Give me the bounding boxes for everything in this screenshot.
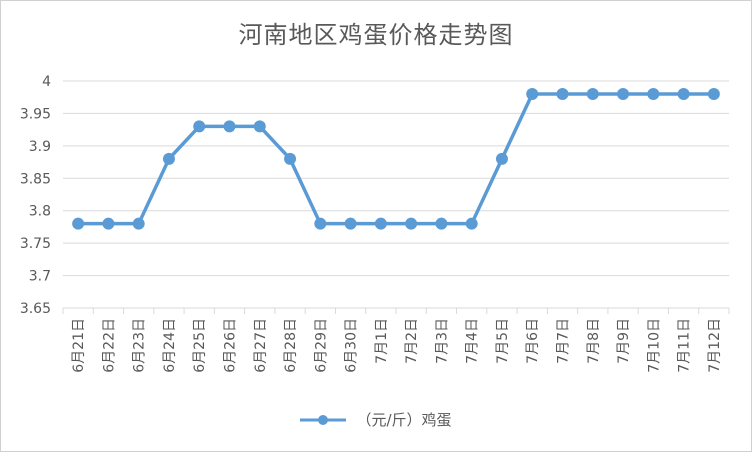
x-tick-label: 7月8日 bbox=[586, 318, 602, 364]
legend-label: （元/斤）鸡蛋 bbox=[356, 411, 452, 429]
data-point bbox=[617, 87, 630, 100]
x-tick-label: 7月1日 bbox=[374, 318, 390, 364]
data-point bbox=[193, 120, 206, 133]
data-point bbox=[72, 217, 85, 230]
data-point bbox=[556, 87, 569, 100]
y-tick-label: 3.9 bbox=[29, 139, 51, 155]
data-point bbox=[132, 217, 145, 230]
x-tick-label: 7月3日 bbox=[434, 318, 450, 364]
x-tick-label: 6月21日 bbox=[71, 318, 87, 373]
data-point bbox=[102, 217, 115, 230]
x-tick-label: 7月10日 bbox=[646, 318, 662, 373]
x-tick-label: 6月28日 bbox=[283, 318, 299, 373]
data-point bbox=[526, 87, 539, 100]
x-tick-label: 6月23日 bbox=[132, 318, 148, 373]
data-point bbox=[435, 217, 448, 230]
x-tick-label: 6月29日 bbox=[313, 318, 329, 373]
data-point bbox=[314, 217, 327, 230]
data-point bbox=[586, 87, 599, 100]
legend: （元/斤）鸡蛋 bbox=[1, 409, 751, 430]
data-point bbox=[707, 87, 720, 100]
data-point bbox=[374, 217, 387, 230]
x-tick-label: 6月27日 bbox=[253, 318, 269, 373]
x-tick-label: 6月25日 bbox=[192, 318, 208, 373]
series-line bbox=[78, 92, 714, 226]
data-point bbox=[495, 152, 508, 165]
y-tick-label: 3.7 bbox=[29, 269, 51, 285]
data-point bbox=[223, 120, 236, 133]
x-tick-label: 7月12日 bbox=[707, 318, 723, 373]
x-tick-label: 6月24日 bbox=[162, 318, 178, 373]
x-tick-label: 7月2日 bbox=[404, 318, 420, 364]
y-tick-label: 4 bbox=[42, 74, 51, 90]
data-point bbox=[284, 152, 297, 165]
data-point bbox=[344, 217, 357, 230]
chart-title: 河南地区鸡蛋价格走势图 bbox=[238, 21, 514, 49]
y-tick-label: 3.95 bbox=[20, 106, 51, 122]
y-tick-label: 3.75 bbox=[20, 236, 51, 252]
x-tick-label: 6月26日 bbox=[223, 318, 239, 373]
y-tick-label: 3.85 bbox=[20, 171, 51, 187]
data-point bbox=[647, 87, 660, 100]
y-tick-label: 3.8 bbox=[29, 204, 51, 220]
data-point bbox=[253, 120, 266, 133]
x-tick-label: 6月30日 bbox=[344, 318, 360, 373]
legend-marker-icon bbox=[300, 414, 347, 425]
x-tick-label: 7月11日 bbox=[677, 318, 693, 373]
x-tick-label: 7月7日 bbox=[556, 318, 572, 364]
data-point bbox=[405, 217, 418, 230]
data-point bbox=[465, 217, 478, 230]
x-tick-label: 7月6日 bbox=[525, 318, 541, 364]
x-tick-label: 7月4日 bbox=[465, 318, 481, 364]
x-tick-label: 7月5日 bbox=[495, 318, 511, 364]
x-tick-label: 7月9日 bbox=[616, 318, 632, 364]
y-tick-label: 3.65 bbox=[20, 301, 51, 317]
line-chart: 3.65 3.7 3.75 3.8 3.85 3.9 3.95 4 6月21日 6月22日 6月23… bbox=[20, 74, 730, 373]
x-tick-label: 6月22日 bbox=[101, 318, 117, 373]
data-point bbox=[162, 152, 175, 165]
data-point bbox=[677, 87, 690, 100]
